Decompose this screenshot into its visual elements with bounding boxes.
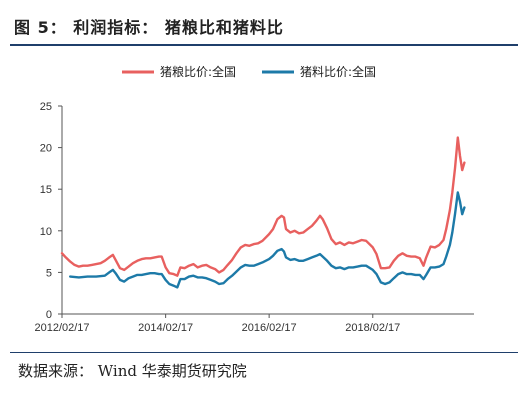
x-tick-label: 2018/02/17 xyxy=(345,322,400,334)
legend-label-2: 猪料比价:全国 xyxy=(300,64,376,79)
y-tick-label: 0 xyxy=(46,309,52,321)
chart-axes: 0 5 10 15 20 25 2012/02/17 2014/02/17 2016/02/17… xyxy=(34,101,474,334)
source-note: 数据来源： Wind 华泰期货研究院 xyxy=(18,362,247,380)
x-tick-label: 2016/02/17 xyxy=(242,322,297,334)
source-rule xyxy=(10,352,518,353)
line-chart: 0 5 10 15 20 25 2012/02/17 2014/02/17 2016/02/17… xyxy=(34,64,474,334)
series-line-2 xyxy=(69,191,466,289)
y-tick-label: 15 xyxy=(40,184,52,196)
title-rule xyxy=(10,44,518,46)
y-tick-label: 25 xyxy=(40,101,52,113)
series-line-1 xyxy=(60,136,466,277)
legend-label-1: 猪粮比价:全国 xyxy=(160,64,236,79)
x-tick-label: 2012/02/17 xyxy=(34,322,89,334)
y-tick-label: 20 xyxy=(40,143,52,155)
chart-legend: 猪粮比价:全国 猪料比价:全国 xyxy=(122,64,376,79)
y-tick-label: 10 xyxy=(40,226,52,238)
figure-title: 图 5： 利润指标： 猪粮比和猪料比 xyxy=(14,18,284,37)
chart-series xyxy=(60,136,466,289)
x-tick-label: 2014/02/17 xyxy=(138,322,193,334)
y-tick-label: 5 xyxy=(46,267,52,279)
